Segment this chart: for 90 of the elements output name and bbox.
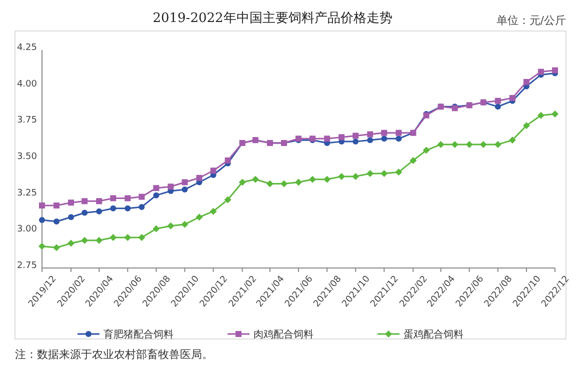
- point: [68, 200, 74, 206]
- point: [367, 131, 374, 138]
- y-tick-label: 4.00: [16, 79, 38, 90]
- point: [266, 180, 274, 188]
- chart-title: 2019-2022年中国主要饲料产品价格走势: [152, 10, 392, 26]
- point: [508, 136, 516, 144]
- point: [38, 242, 46, 250]
- point: [494, 140, 502, 148]
- point: [167, 222, 174, 230]
- point: [138, 234, 146, 241]
- point: [352, 172, 360, 180]
- point: [395, 168, 402, 176]
- y-tick-label: 2.75: [16, 261, 37, 271]
- point: [451, 140, 458, 148]
- point: [124, 195, 131, 202]
- point: [110, 234, 117, 241]
- y-tick-label: 3.50: [16, 152, 38, 162]
- point: [509, 94, 516, 101]
- point: [437, 140, 444, 148]
- point: [152, 225, 160, 232]
- point: [552, 110, 558, 118]
- point: [153, 192, 160, 198]
- point: [54, 202, 60, 209]
- point: [110, 205, 116, 212]
- point: [138, 194, 145, 200]
- point: [494, 98, 501, 104]
- point: [238, 178, 246, 186]
- point: [210, 208, 217, 215]
- point: [96, 236, 103, 244]
- point: [224, 196, 232, 204]
- point: [182, 179, 188, 186]
- point: [68, 214, 74, 220]
- point: [39, 217, 45, 224]
- point: [82, 210, 88, 216]
- point: [396, 136, 402, 142]
- point: [96, 208, 102, 214]
- point: [196, 214, 203, 221]
- point: [54, 218, 60, 224]
- point: [537, 112, 544, 119]
- point: [338, 172, 346, 180]
- point: [182, 186, 188, 193]
- point: [252, 176, 259, 183]
- point: [39, 202, 45, 209]
- point: [196, 174, 202, 181]
- point: [338, 134, 345, 140]
- y-tick-label: 3.00: [16, 224, 38, 235]
- point: [110, 195, 116, 202]
- text: 注：数据来源于农业农村部畜牧兽医局。: [15, 348, 213, 361]
- point: [295, 178, 302, 186]
- point: [422, 146, 430, 154]
- point: [352, 138, 359, 145]
- point: [82, 198, 88, 204]
- y-tick-label: 3.75: [16, 116, 37, 126]
- point: [96, 198, 102, 204]
- point: [522, 122, 530, 130]
- point: [367, 137, 374, 144]
- point: [410, 156, 417, 164]
- point: [210, 168, 216, 174]
- point: [324, 136, 330, 142]
- legend-label: 肉鸡配合饲料: [254, 328, 314, 340]
- point: [381, 136, 388, 142]
- point: [523, 78, 530, 85]
- point: [124, 234, 132, 241]
- point: [138, 204, 145, 210]
- point: [466, 140, 473, 148]
- point: [352, 132, 359, 139]
- point: [380, 170, 388, 178]
- point: [224, 157, 231, 164]
- point: [53, 244, 60, 252]
- point: [181, 220, 188, 228]
- point: [68, 240, 75, 247]
- point: [324, 176, 331, 183]
- point: [381, 130, 388, 136]
- point: [538, 68, 544, 75]
- y-tick-label: 3.25: [16, 188, 37, 198]
- point: [153, 185, 160, 192]
- point: [309, 176, 316, 183]
- point: [168, 184, 174, 190]
- point: [366, 170, 374, 178]
- point: [396, 130, 402, 136]
- point: [494, 104, 501, 110]
- legend-label: 育肥猪配合饲料: [104, 328, 174, 340]
- point: [280, 180, 288, 188]
- legend-label: 蛋鸡配合饲料: [404, 328, 464, 340]
- text: 单位：元/公斤: [496, 14, 566, 27]
- point: [552, 67, 558, 74]
- y-tick-label: 4.25: [16, 43, 37, 53]
- point: [81, 236, 88, 244]
- point: [480, 140, 487, 148]
- point: [124, 205, 131, 212]
